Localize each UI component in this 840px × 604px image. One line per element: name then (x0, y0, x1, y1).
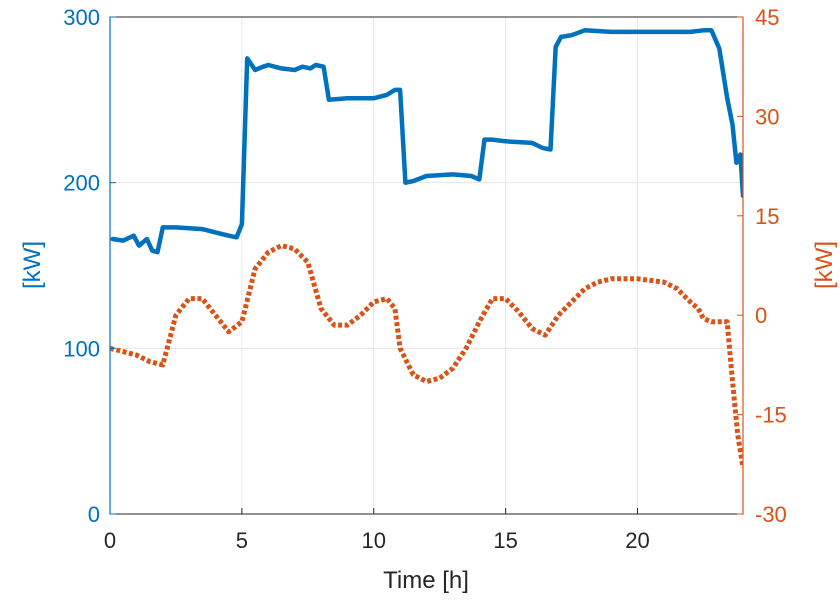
x-axis-label: Time [h] (383, 567, 469, 594)
right-y-tick-label: 0 (755, 303, 767, 328)
left-y-axis-label: [kW] (19, 241, 46, 289)
grid-lines (109, 16, 743, 515)
right-y-tick-label: 30 (755, 104, 779, 129)
series-line-right-axis (110, 243, 743, 468)
left-y-tick-label: 200 (63, 171, 100, 196)
x-tick-label: 5 (236, 528, 248, 553)
x-tick-label: 15 (493, 528, 517, 553)
x-tick-label: 0 (104, 528, 116, 553)
right-y-tick-label: -15 (755, 403, 787, 428)
x-tick-label: 10 (362, 528, 386, 553)
series-group (110, 28, 743, 468)
right-y-tick-label: 45 (755, 5, 779, 30)
right-y-tick-label: -30 (755, 502, 787, 527)
right-y-tick-label: 15 (755, 204, 779, 229)
right-y-axis-label: [kW] (811, 241, 838, 289)
axes-box (109, 16, 744, 515)
series-line-left-axis (110, 28, 743, 255)
x-tick-label: 20 (625, 528, 649, 553)
left-y-tick-label: 100 (63, 336, 100, 361)
left-y-tick-label: 300 (63, 5, 100, 30)
left-y-tick-label: 0 (88, 502, 100, 527)
